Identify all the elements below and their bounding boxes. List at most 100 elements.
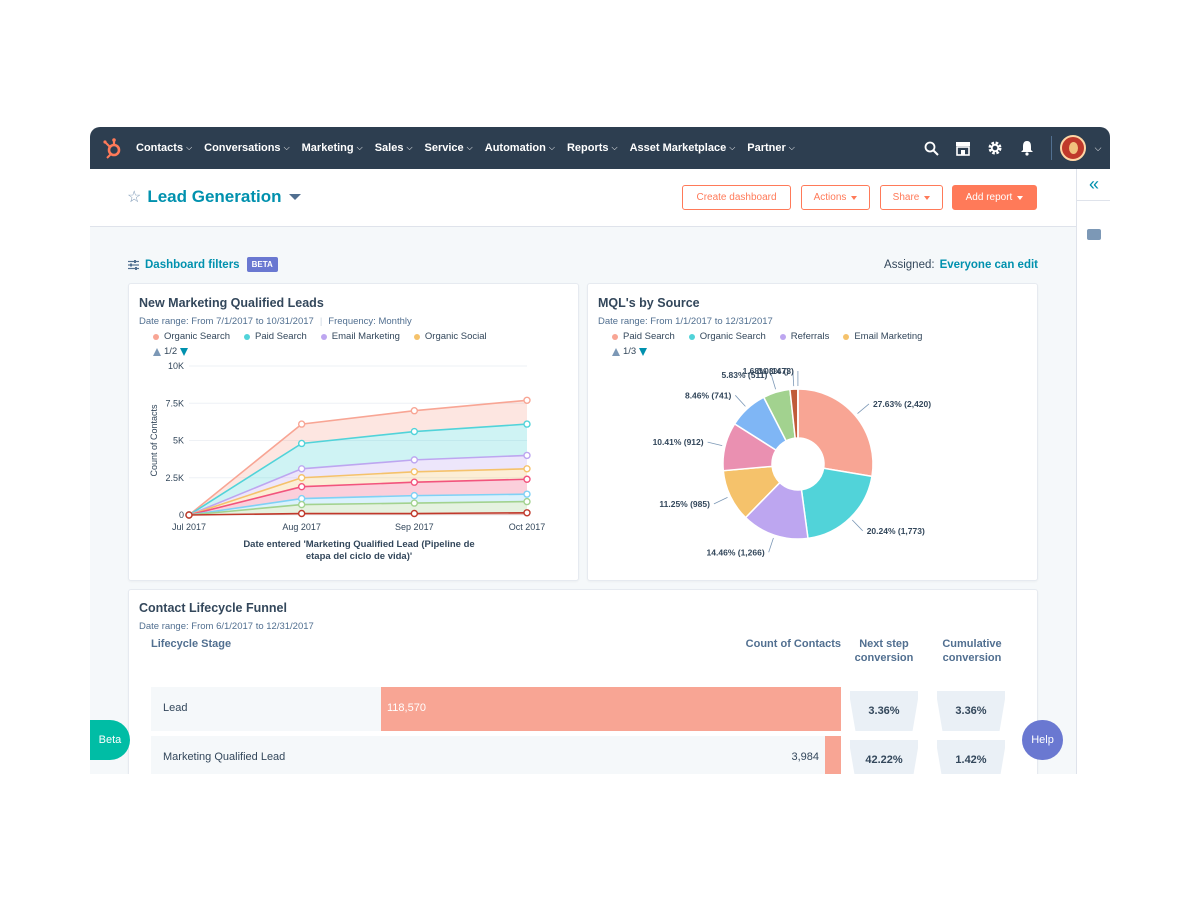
actions-button[interactable]: Actions xyxy=(801,185,870,210)
card-subtitle: Date range: From 6/1/2017 to 12/31/2017 xyxy=(139,621,314,632)
data-point xyxy=(297,482,306,491)
gear-icon[interactable] xyxy=(979,127,1011,169)
data-point xyxy=(410,456,419,464)
share-button[interactable]: Share xyxy=(880,185,943,210)
series-line xyxy=(188,423,528,516)
assigned-value-link[interactable]: Everyone can edit xyxy=(939,259,1038,271)
beta-feedback-button[interactable]: Beta xyxy=(90,720,130,760)
dashboard-filters[interactable]: Dashboard filters BETA xyxy=(128,257,278,272)
nav-marketing[interactable]: Marketing ⌵ xyxy=(302,142,363,154)
legend-item[interactable]: Email Marketing xyxy=(320,331,400,342)
slice-leader-line xyxy=(792,371,795,387)
caret-down-icon xyxy=(851,195,858,200)
card-title: MQL's by Source xyxy=(598,296,700,310)
legend-item[interactable]: Organic Social xyxy=(413,331,487,342)
nav-service[interactable]: Service ⌵ xyxy=(425,142,473,154)
collapse-sidebar-icon[interactable]: « xyxy=(1077,169,1110,201)
data-point xyxy=(523,497,531,506)
chat-icon[interactable] xyxy=(1087,229,1101,240)
count-label: 3,984 xyxy=(791,751,819,763)
chevron-down-icon: ⌵ xyxy=(548,143,555,152)
chevron-down-icon: ⌵ xyxy=(729,143,736,152)
legend-dot xyxy=(843,333,850,340)
create-dashboard-button[interactable]: Create dashboard xyxy=(682,185,791,210)
chevron-down-icon[interactable]: ⌵ xyxy=(1094,142,1102,153)
column-header-count: Count of Contacts xyxy=(745,638,841,650)
count-label: 118,570 xyxy=(387,702,426,714)
series-area xyxy=(189,424,527,515)
pager-label: 1/3 xyxy=(623,346,637,357)
data-point xyxy=(523,475,531,483)
data-point xyxy=(410,427,419,436)
add-report-button[interactable]: Add report xyxy=(952,185,1037,210)
legend-item[interactable]: Paid Search xyxy=(244,331,307,342)
page-down-icon[interactable] xyxy=(180,347,189,356)
series-line xyxy=(188,399,528,516)
page-up-icon[interactable] xyxy=(153,347,161,356)
hubspot-logo-icon[interactable] xyxy=(90,127,136,169)
dashboard-title-group[interactable]: ☆ Lead Generation xyxy=(127,187,302,207)
nav-asset-marketplace[interactable]: Asset Marketplace ⌵ xyxy=(630,142,736,154)
data-point xyxy=(523,420,531,428)
nav-sales[interactable]: Sales ⌵ xyxy=(375,142,413,154)
marketplace-icon[interactable] xyxy=(947,127,979,169)
avatar[interactable] xyxy=(1060,135,1086,161)
bell-icon[interactable] xyxy=(1011,127,1043,169)
star-icon[interactable]: ☆ xyxy=(127,189,142,206)
button-label: Add report xyxy=(965,192,1013,203)
legend-item[interactable]: Organic Search xyxy=(153,331,230,342)
caret-down-icon[interactable] xyxy=(289,194,302,200)
nav-reports[interactable]: Reports ⌵ xyxy=(567,142,618,154)
slice-label: 20.24% (1,773) xyxy=(867,526,925,536)
slice-label: 8.46% (741) xyxy=(685,390,731,400)
legend-dot xyxy=(413,333,420,340)
nav-divider xyxy=(1051,136,1052,160)
legend-item[interactable]: Email Marketing xyxy=(843,331,922,342)
legend-label: Referrals xyxy=(790,331,830,342)
slice-label: 27.63% (2,420) xyxy=(873,399,931,409)
card-subtitle: Date range: From 7/1/2017 to 10/31/2017 |… xyxy=(139,316,412,327)
legend-item[interactable]: Referrals xyxy=(779,331,830,342)
next-step-conversion: 3.36% xyxy=(850,691,918,731)
data-point xyxy=(410,478,419,486)
chevron-down-icon: ⌵ xyxy=(406,143,413,152)
top-navigation: Contacts ⌵ Conversations ⌵ Marketing ⌵ Sale… xyxy=(90,127,1110,169)
caret-down-icon xyxy=(1017,195,1024,200)
chevron-down-icon: ⌵ xyxy=(283,143,290,152)
nav-contacts[interactable]: Contacts ⌵ xyxy=(136,142,192,154)
data-point xyxy=(410,509,419,518)
legend-label: Organic Search xyxy=(164,331,231,342)
help-button[interactable]: Help xyxy=(1022,720,1063,760)
chevron-down-icon: ⌵ xyxy=(356,143,363,152)
nav-automation[interactable]: Automation ⌵ xyxy=(485,142,555,154)
caret-down-icon xyxy=(924,195,931,200)
page-up-icon[interactable] xyxy=(612,347,620,356)
slice-leader-line xyxy=(734,395,746,407)
nav-conversations[interactable]: Conversations ⌵ xyxy=(204,142,290,154)
stage-label: Lead xyxy=(163,702,188,714)
y-tick-label: 2.5K xyxy=(165,473,184,483)
legend-item[interactable]: Organic Search xyxy=(688,331,766,342)
legend-pager: 1/2 xyxy=(153,346,189,357)
slice-leader-line xyxy=(707,441,723,447)
series-line xyxy=(188,478,528,516)
column-header-next-step: Next step conversion xyxy=(845,637,923,665)
slice-label: 14.46% (1,266) xyxy=(707,547,765,557)
chevron-right-icon[interactable]: › xyxy=(1087,773,1092,774)
chevron-down-icon: ⌵ xyxy=(611,143,618,152)
y-tick-label: 10K xyxy=(168,361,184,371)
nav-label: Asset Marketplace xyxy=(629,142,727,154)
page-down-icon[interactable] xyxy=(639,347,648,356)
search-icon[interactable] xyxy=(915,127,947,169)
funnel-row[interactable]: Marketing Qualified Lead 3,984 xyxy=(151,736,841,774)
data-point xyxy=(297,439,306,448)
funnel-row[interactable]: Lead 118,570 xyxy=(151,687,841,731)
slice-label: 0.03% (3) xyxy=(757,366,794,376)
data-point xyxy=(297,474,306,482)
series-line xyxy=(188,500,528,516)
nav-partner[interactable]: Partner ⌵ xyxy=(747,142,795,154)
button-label: Create dashboard xyxy=(696,192,777,203)
legend-dot xyxy=(244,333,251,340)
pager-label: 1/2 xyxy=(164,346,178,357)
legend-item[interactable]: Paid Search xyxy=(612,331,675,342)
